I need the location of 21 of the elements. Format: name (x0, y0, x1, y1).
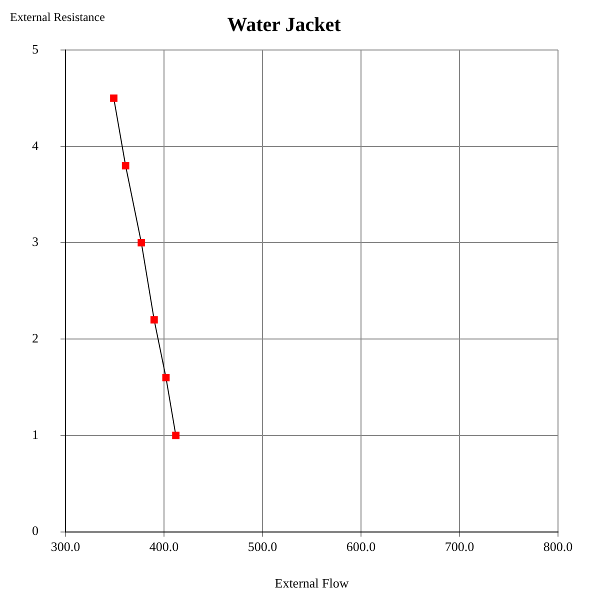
x-tick-label: 600.0 (346, 539, 376, 554)
y-tick-label: 3 (32, 234, 38, 250)
chart-title: Water Jacket (227, 14, 342, 36)
x-tick-label: 400.0 (149, 539, 179, 554)
x-axis-title: External Flow (274, 576, 350, 591)
x-tick-label: 700.0 (444, 539, 474, 554)
y-tick-label: 2 (32, 330, 38, 346)
point (122, 162, 130, 170)
point (138, 239, 146, 246)
y-tick-label: 0 (32, 523, 38, 538)
x-tick-label: 500.0 (248, 539, 278, 554)
x-tick-label: 800.0 (543, 539, 573, 554)
y-tick-label: 4 (32, 138, 39, 153)
y-axis-title: External Resistance (10, 10, 105, 24)
point (172, 432, 180, 440)
y-tick-label: 5 (32, 41, 38, 56)
point (150, 316, 158, 324)
point (162, 374, 170, 382)
y-tick-label: 1 (32, 426, 38, 442)
point (110, 94, 118, 102)
x-tick-label: 300.0 (50, 539, 80, 554)
